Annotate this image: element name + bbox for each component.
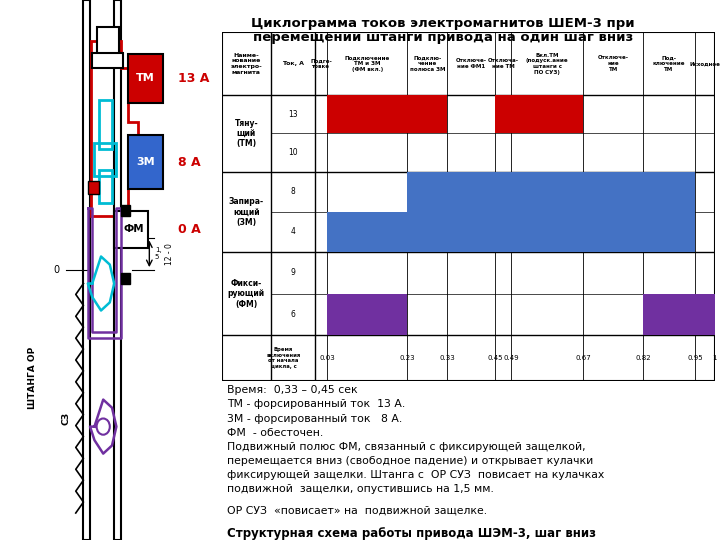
Text: Вкл.ТМ
(подуск.ание
штанги с
ПО СУЗ): Вкл.ТМ (подуск.ание штанги с ПО СУЗ) — [526, 52, 569, 75]
Bar — [88, 181, 99, 194]
Text: 0.49: 0.49 — [503, 355, 519, 361]
Text: Запира-
ющий
(ЗМ): Запира- ющий (ЗМ) — [229, 197, 264, 227]
Bar — [94, 143, 117, 176]
Bar — [408, 172, 695, 212]
Text: перемещается вниз (свободное падение) и открывает кулачки: перемещается вниз (свободное падение) и … — [227, 456, 593, 465]
Text: 12 - 0: 12 - 0 — [165, 243, 174, 265]
Text: 8 А: 8 А — [178, 156, 200, 168]
Bar — [84, 0, 91, 540]
Text: Отключе-
ние
ТМ: Отключе- ние ТМ — [598, 56, 629, 72]
Text: Наиме-
нование
электро-
магнита: Наиме- нование электро- магнита — [230, 52, 262, 75]
Text: 3М - форсированный ток   8 А.: 3М - форсированный ток 8 А. — [227, 414, 402, 423]
Text: Время
включения
от начала
цикла, с: Время включения от начала цикла, с — [266, 347, 300, 369]
Text: 0.67: 0.67 — [575, 355, 591, 361]
Text: Отключа-
ние ТМ: Отключа- ние ТМ — [487, 58, 518, 69]
Text: 0.95: 0.95 — [687, 355, 703, 361]
Bar — [114, 211, 148, 248]
Text: ФМ: ФМ — [124, 225, 144, 234]
Bar — [121, 273, 130, 284]
Text: 10: 10 — [289, 148, 298, 157]
Text: фиксирующей защелки. Штанга с  ОР СУЗ  повисает на кулачках: фиксирующей защелки. Штанга с ОР СУЗ пов… — [227, 470, 604, 480]
Text: Подклю-
чение
полюса ЗМ: Подклю- чение полюса ЗМ — [410, 56, 445, 72]
Text: Исходное: Исходное — [690, 61, 720, 66]
Bar — [128, 135, 163, 189]
Text: Тяну-
щий
(ТМ): Тяну- щий (ТМ) — [235, 118, 258, 149]
Text: Подвижный полюс ФМ, связанный с фиксирующей защелкой,: Подвижный полюс ФМ, связанный с фиксирую… — [227, 442, 585, 451]
Text: СЗ: СЗ — [61, 412, 71, 425]
Text: 0.82: 0.82 — [635, 355, 651, 361]
Text: 0 А: 0 А — [178, 223, 201, 236]
Text: ТМ - форсированный ток  13 А.: ТМ - форсированный ток 13 А. — [227, 400, 405, 409]
Text: подвижной  защелки, опустившись на 1,5 мм.: подвижной защелки, опустившись на 1,5 мм… — [227, 484, 494, 494]
Bar — [92, 52, 123, 68]
Text: 13 А: 13 А — [178, 72, 210, 85]
Bar — [328, 212, 695, 252]
Text: ФМ  - обесточен.: ФМ - обесточен. — [227, 428, 323, 437]
Text: ШТАНГА ОР: ШТАНГА ОР — [29, 347, 37, 409]
Text: 0: 0 — [53, 265, 59, 275]
Text: Время:  0,33 – 0,45 сек: Время: 0,33 – 0,45 сек — [227, 386, 357, 395]
Text: 0.33: 0.33 — [439, 355, 455, 361]
Text: 1: 1 — [713, 355, 717, 361]
Text: ТМ: ТМ — [136, 73, 155, 83]
Text: 3М: 3М — [136, 157, 155, 167]
Text: перемещении штанги привода на один шаг вниз: перемещении штанги привода на один шаг в… — [253, 31, 633, 44]
Text: 0.03: 0.03 — [320, 355, 336, 361]
Text: Отключе-
ние ФМ1: Отключе- ние ФМ1 — [456, 58, 487, 69]
Bar — [121, 205, 130, 216]
Bar — [328, 294, 408, 335]
Text: ОР СУЗ  «повисает» на  подвижной защелке.: ОР СУЗ «повисает» на подвижной защелке. — [227, 505, 487, 515]
Text: 8: 8 — [291, 187, 296, 196]
Bar — [495, 95, 583, 133]
Text: Структурная схема работы привода ШЭМ-3, шаг вниз: Структурная схема работы привода ШЭМ-3, … — [227, 527, 595, 540]
Text: 4: 4 — [291, 227, 296, 237]
Text: 1,
5: 1, 5 — [155, 247, 161, 260]
Text: Подго-
товке: Подго- товке — [310, 58, 333, 69]
Bar — [328, 95, 447, 133]
Text: 0.23: 0.23 — [400, 355, 415, 361]
Text: Подключение
ТМ и ЗМ
(ФМ вкл.): Подключение ТМ и ЗМ (ФМ вкл.) — [345, 56, 390, 72]
Bar — [96, 27, 119, 54]
Text: Ток, А: Ток, А — [282, 61, 305, 66]
Text: Фикси-
рующий
(ФМ): Фикси- рующий (ФМ) — [228, 279, 265, 308]
Bar — [128, 54, 163, 103]
Bar — [643, 294, 715, 335]
Bar — [99, 170, 112, 202]
Text: 6: 6 — [291, 310, 296, 319]
Text: 9: 9 — [291, 268, 296, 277]
Bar — [114, 0, 121, 540]
Text: Под-
ключение
ТМ: Под- ключение ТМ — [653, 56, 685, 72]
Bar — [99, 100, 112, 149]
Text: Циклограмма токов электромагнитов ШЕМ-3 при: Циклограмма токов электромагнитов ШЕМ-3 … — [251, 17, 634, 30]
Text: 13: 13 — [289, 110, 298, 119]
Text: 0.45: 0.45 — [487, 355, 503, 361]
